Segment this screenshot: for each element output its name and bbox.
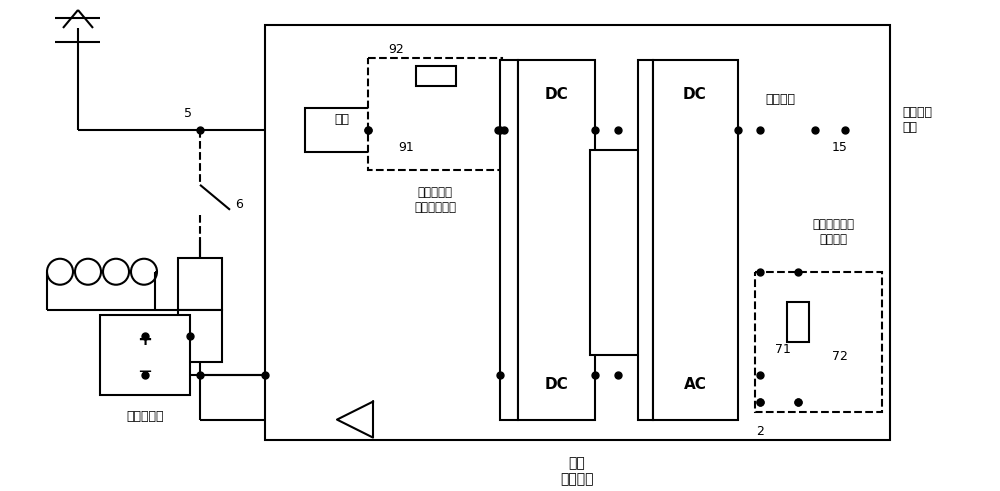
Bar (100, 315, 190, 395)
Text: 库内
充电插座: 库内 充电插座 (560, 457, 594, 487)
Bar (500, 60, 518, 420)
Text: 72: 72 (832, 350, 848, 363)
Bar (265, 25, 890, 439)
Text: 15: 15 (832, 141, 848, 154)
Bar (178, 310, 222, 362)
Text: 6: 6 (235, 198, 243, 211)
Bar (178, 258, 222, 310)
Text: 交流辅助
负载: 交流辅助 负载 (902, 106, 932, 134)
Bar (305, 108, 380, 152)
Bar (653, 60, 738, 420)
Text: DC: DC (544, 377, 568, 392)
Text: AC: AC (684, 377, 706, 392)
Text: 库内预充电、
充电电路: 库内预充电、 充电电路 (812, 218, 854, 246)
Bar (368, 58, 502, 170)
Bar (755, 272, 882, 411)
Text: 主断: 主断 (334, 113, 350, 126)
Text: 92: 92 (388, 43, 404, 56)
Polygon shape (337, 402, 373, 437)
Text: +: + (138, 330, 152, 349)
Bar (416, 66, 456, 86)
Bar (787, 301, 809, 342)
Text: 91: 91 (398, 141, 414, 154)
Bar (518, 60, 595, 420)
Text: 5: 5 (184, 108, 192, 120)
Text: −: − (137, 363, 153, 381)
Text: 接触网预充
电、充电电路: 接触网预充 电、充电电路 (414, 186, 456, 214)
Text: DC: DC (544, 87, 568, 103)
Text: 2: 2 (756, 425, 764, 438)
Bar (590, 150, 646, 355)
Text: DC: DC (683, 87, 707, 103)
Text: 71: 71 (775, 343, 791, 356)
Text: 三相交流: 三相交流 (765, 93, 795, 107)
Bar (638, 60, 653, 420)
Text: 牵引蓄电池: 牵引蓄电池 (126, 410, 164, 423)
